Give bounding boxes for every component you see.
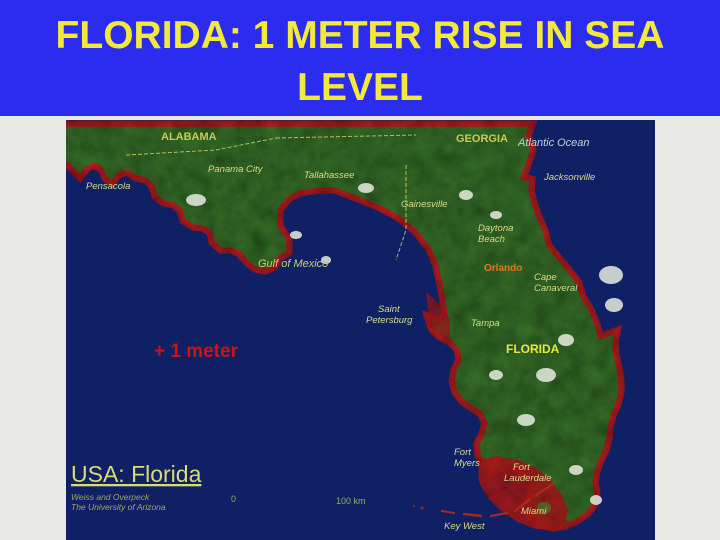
svg-text:Key West: Key West bbox=[444, 521, 485, 532]
svg-text:Fort: Fort bbox=[454, 447, 471, 458]
svg-text:Pensacola: Pensacola bbox=[86, 181, 130, 192]
svg-text:Atlantic Ocean: Atlantic Ocean bbox=[517, 137, 590, 149]
svg-text:Jacksonville: Jacksonville bbox=[543, 172, 595, 183]
svg-text:Gulf of Mexico: Gulf of Mexico bbox=[258, 258, 328, 270]
svg-text:Lauderdale: Lauderdale bbox=[504, 473, 552, 484]
svg-text:Tampa: Tampa bbox=[471, 318, 500, 329]
svg-text:Canaveral: Canaveral bbox=[534, 283, 578, 294]
svg-text:Orlando: Orlando bbox=[484, 263, 522, 274]
svg-text:+ 1 meter: + 1 meter bbox=[154, 341, 239, 362]
svg-text:Myers: Myers bbox=[454, 458, 480, 469]
svg-text:Tallahassee: Tallahassee bbox=[304, 170, 354, 181]
svg-text:GEORGIA: GEORGIA bbox=[456, 133, 508, 145]
svg-text:Weiss and Overpeck: Weiss and Overpeck bbox=[71, 492, 150, 502]
svg-text:Beach: Beach bbox=[478, 234, 505, 245]
svg-text:ALABAMA: ALABAMA bbox=[161, 131, 217, 143]
svg-text:Gainesville: Gainesville bbox=[401, 199, 447, 210]
svg-text:The University of Arizona: The University of Arizona bbox=[71, 502, 166, 512]
svg-text:Miami: Miami bbox=[521, 506, 547, 517]
svg-text:0: 0 bbox=[231, 494, 236, 504]
svg-text:100 km: 100 km bbox=[336, 496, 366, 506]
svg-text:Daytona: Daytona bbox=[478, 223, 513, 234]
svg-text:Petersburg: Petersburg bbox=[366, 315, 413, 326]
svg-text:Saint: Saint bbox=[378, 304, 400, 315]
svg-text:Cape: Cape bbox=[534, 272, 557, 283]
svg-text:FLORIDA: FLORIDA bbox=[506, 342, 560, 356]
svg-text:Panama City: Panama City bbox=[208, 164, 264, 175]
svg-text:Fort: Fort bbox=[513, 462, 530, 473]
svg-text:USA: Florida: USA: Florida bbox=[71, 461, 202, 487]
